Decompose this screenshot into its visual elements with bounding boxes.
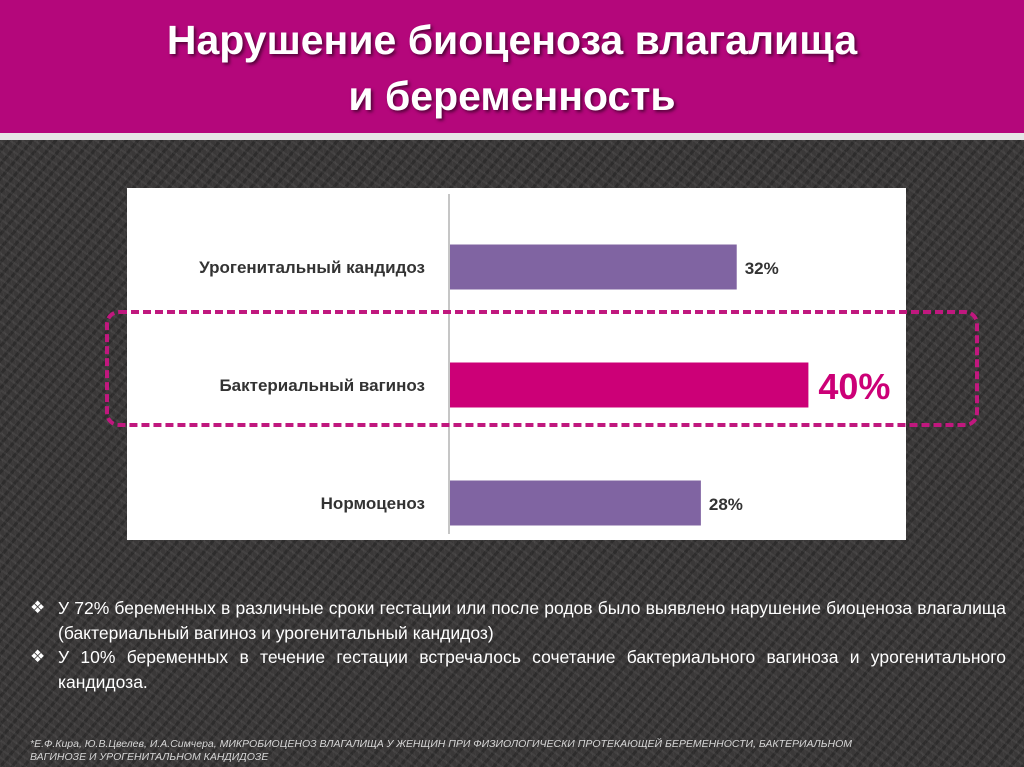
title-band: Нарушение биоценоза влагалища и беременн… xyxy=(0,0,1024,140)
slide-title: Нарушение биоценоза влагалища и беременн… xyxy=(0,12,1024,124)
bar-chart: Урогенитальный кандидоз 32% Бактериальный … xyxy=(199,194,890,534)
footnote: *Е.Ф.Кира, Ю.В.Цвелев, И.А.Симчера, МИКР… xyxy=(30,738,853,763)
bullet-text: У 10% беременных в течение гестации встр… xyxy=(58,647,1006,692)
data-label: 28% xyxy=(709,495,743,514)
bar xyxy=(450,244,737,290)
bullet-text: У 72% беременных в различные сроки геста… xyxy=(58,598,1006,643)
category-label: Нормоценоз xyxy=(321,494,425,513)
slide-title-line-2: и беременность xyxy=(348,73,676,119)
category-label: Урогенитальный кандидоз xyxy=(199,258,425,277)
diamond-cluster-icon: ❖ xyxy=(30,647,46,666)
bar xyxy=(450,480,701,526)
data-label: 32% xyxy=(745,259,779,278)
bullet-item: ❖ У 72% беременных в различные сроки гес… xyxy=(26,596,1006,645)
diamond-cluster-icon: ❖ xyxy=(30,598,46,617)
bullet-list: ❖ У 72% беременных в различные сроки гес… xyxy=(26,596,1006,694)
bullet-item: ❖ У 10% беременных в течение гестации вс… xyxy=(26,645,1006,694)
slide-title-line-1: Нарушение биоценоза влагалища xyxy=(166,17,858,63)
bar xyxy=(450,362,809,408)
data-label: 40% xyxy=(818,366,890,407)
category-label: Бактериальный вагиноз xyxy=(219,376,425,395)
chart-panel: Урогенитальный кандидоз 32% Бактериальный … xyxy=(127,188,906,540)
